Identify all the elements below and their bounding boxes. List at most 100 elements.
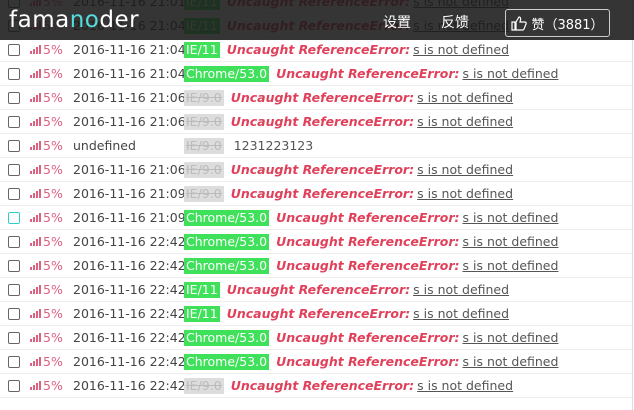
error-message[interactable]: s is not defined: [462, 330, 559, 345]
signal-bar: [30, 291, 32, 294]
signal-bar: [36, 167, 38, 174]
error-type: Uncaught ReferenceError:: [276, 66, 460, 81]
signal-icon: [30, 117, 41, 126]
signal-bar: [33, 265, 35, 270]
log-row: 5% 2016-11-16 22:42 IE/11 Uncaught Referenc…: [0, 302, 632, 326]
signal-bar: [30, 363, 32, 366]
checkbox[interactable]: [8, 139, 20, 152]
checkbox[interactable]: [8, 283, 20, 296]
error-message[interactable]: s is not defined: [413, 42, 510, 57]
signal-bar: [39, 261, 41, 270]
error-type: Uncaught ReferenceError:: [226, 42, 411, 57]
error-message[interactable]: s is not defined: [417, 162, 514, 177]
checkbox[interactable]: [8, 331, 20, 344]
error-message[interactable]: s is not defined: [462, 210, 559, 225]
signal-icon: [30, 189, 41, 198]
signal-bar: [39, 165, 41, 174]
signal-bar: [30, 339, 32, 342]
browser-badge: IE/9.0: [184, 161, 224, 178]
checkbox[interactable]: [8, 259, 20, 272]
signal-bar: [30, 123, 32, 126]
checkbox[interactable]: [8, 235, 20, 248]
checkbox[interactable]: [8, 91, 20, 104]
signal-bar: [30, 171, 32, 174]
thumb-icon: [511, 15, 528, 31]
signal-bar: [30, 195, 32, 198]
header: famanoder 设置 反馈 赞（3881）: [0, 0, 634, 40]
time: 2016-11-16 22:42: [73, 306, 186, 321]
error-message[interactable]: s is not defined: [417, 90, 514, 105]
signal-icon: [30, 93, 41, 102]
signal-icon: [30, 357, 41, 366]
percent: 5%: [43, 186, 63, 201]
checkbox[interactable]: [8, 379, 20, 392]
signal-bar: [39, 309, 41, 318]
browser-badge: Chrome/53.0: [184, 233, 270, 250]
error-message[interactable]: s is not defined: [417, 378, 514, 393]
error-message[interactable]: s is not defined: [413, 282, 510, 297]
like-button[interactable]: 赞（3881）: [505, 9, 610, 37]
time: 2016-11-16 21:04: [73, 42, 186, 57]
error-message[interactable]: s is not defined: [462, 66, 559, 81]
percent: 5%: [43, 354, 63, 369]
signal-bar: [30, 267, 32, 270]
browser-badge: IE/9.0: [184, 185, 224, 202]
time: 2016-11-16 22:42: [73, 378, 186, 393]
browser-badge: IE/11: [184, 41, 220, 58]
checkbox[interactable]: [8, 211, 20, 224]
nav-feedback[interactable]: 反馈: [441, 15, 469, 31]
browser-badge: IE/9.0: [184, 89, 224, 106]
browser-badge: IE/11: [184, 305, 220, 322]
browser-badge: Chrome/53.0: [184, 329, 270, 346]
browser-badge: IE/9.0: [184, 137, 224, 154]
error-message[interactable]: s is not defined: [462, 354, 559, 369]
signal-bar: [30, 315, 32, 318]
signal-icon: [30, 237, 41, 246]
browser-badge: Chrome/53.0: [184, 257, 270, 274]
browser-badge: IE/11: [184, 281, 220, 298]
browser-badge: IE/9.0: [184, 377, 224, 394]
checkbox[interactable]: [8, 307, 20, 320]
like-label: 赞（3881）: [531, 17, 604, 33]
error-message[interactable]: s is not defined: [462, 234, 559, 249]
log-row: 5% 2016-11-16 21:04 Chrome/53.0 Uncaught Re…: [0, 62, 632, 86]
signal-bar: [30, 387, 32, 390]
checkbox[interactable]: [8, 355, 20, 368]
log-row: 5% 2016-11-16 21:09 IE/9.0 Uncaught Referen…: [0, 182, 632, 206]
percent: 5%: [43, 66, 63, 81]
time: 2016-11-16 22:42: [73, 282, 186, 297]
error-type: Uncaught ReferenceError:: [230, 186, 415, 201]
checkbox[interactable]: [8, 115, 20, 128]
logo[interactable]: famanoder: [9, 7, 139, 33]
signal-bar: [33, 313, 35, 318]
signal-bar: [36, 143, 38, 150]
time: 2016-11-16 21:06: [73, 162, 186, 177]
signal-bar: [33, 145, 35, 150]
signal-bar: [36, 359, 38, 366]
percent: 5%: [43, 330, 63, 345]
error-type: Uncaught ReferenceError:: [276, 330, 460, 345]
error-message[interactable]: s is not defined: [417, 186, 514, 201]
error-type: Uncaught ReferenceError:: [230, 90, 415, 105]
checkbox[interactable]: [8, 67, 20, 80]
signal-icon: [30, 381, 41, 390]
time: 2016-11-16 21:06: [73, 114, 186, 129]
log-row: 5% 2016-11-16 21:06 IE/9.0 Uncaught Referen…: [0, 110, 632, 134]
signal-bar: [36, 119, 38, 126]
signal-bar: [30, 75, 32, 78]
percent: 5%: [43, 282, 63, 297]
checkbox[interactable]: [8, 163, 20, 176]
error-message[interactable]: s is not defined: [462, 258, 559, 273]
checkbox[interactable]: [8, 187, 20, 200]
error-message[interactable]: s is not defined: [413, 306, 510, 321]
signal-bar: [33, 97, 35, 102]
signal-bar: [39, 357, 41, 366]
checkbox[interactable]: [8, 43, 20, 56]
signal-bar: [39, 69, 41, 78]
nav-settings[interactable]: 设置: [383, 15, 411, 31]
signal-bar: [36, 311, 38, 318]
error-message[interactable]: s is not defined: [417, 114, 514, 129]
signal-icon: [30, 309, 41, 318]
signal-bar: [33, 217, 35, 222]
